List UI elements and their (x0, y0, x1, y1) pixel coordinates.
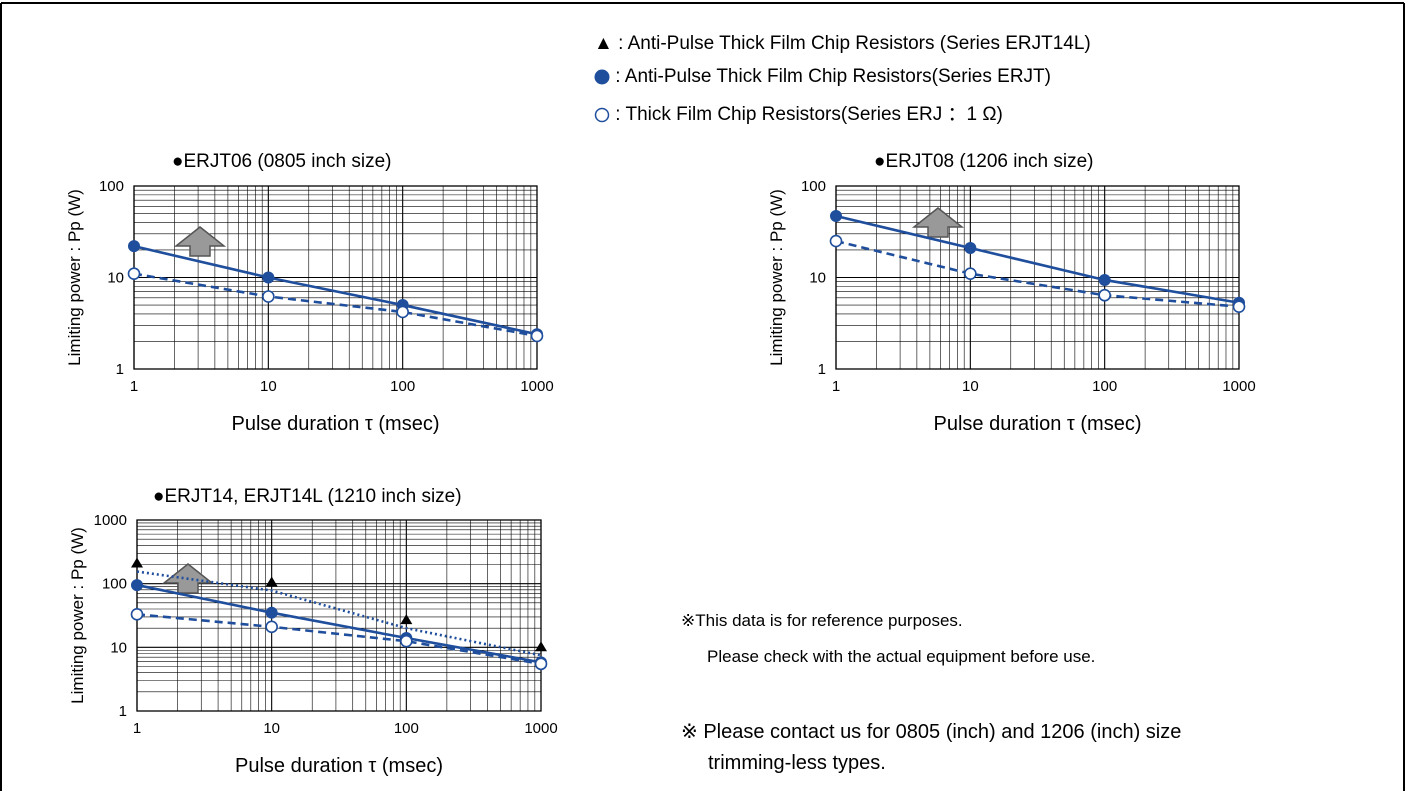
series-line-open_circle (835, 239, 1240, 308)
up-arrow-icon (911, 207, 965, 238)
y-axis-label: Limiting power : Pp (W) (767, 189, 786, 366)
x-tick-label: 1000 (520, 378, 553, 395)
chart-erjt08: ●ERJT08 (1206 inch size) 1 10 100 1000 1 10 100… (767, 151, 1256, 435)
filled-circle-marker (1098, 273, 1111, 286)
open-circle-icon (594, 107, 610, 123)
triangle-marker (535, 641, 547, 652)
y-axis-label: Limiting power : Pp (W) (68, 527, 87, 704)
contact-note-line2: trimming-less types. (708, 752, 886, 774)
y-tick-label: 10 (107, 270, 124, 287)
x-tick-label: 1 (133, 720, 141, 737)
y-axis-label: Limiting power : Pp (W) (65, 189, 84, 366)
filled-circle-marker (265, 606, 278, 619)
series-line-filled_circle (136, 583, 542, 664)
chart-title: ●ERJT06 (0805 inch size) (172, 151, 392, 172)
y-tick-label: 1 (818, 361, 826, 378)
open-circle-marker (829, 234, 843, 248)
open-circle-marker (1098, 288, 1111, 302)
open-circle-marker (130, 608, 144, 621)
plot-border (136, 519, 542, 712)
triangle-marker (265, 576, 278, 587)
series-line-triangle (136, 570, 542, 657)
triangle-marker (131, 557, 143, 568)
legend-filled-circle: : Anti-Pulse Thick Film Chip Resistors(S… (594, 66, 1051, 88)
series-line-filled_circle (835, 214, 1240, 305)
series-line-filled_circle (133, 244, 538, 336)
x-tick-label: 10 (260, 378, 277, 395)
chart-erjt06: ●ERJT06 (0805 inch size) 1 10 100 1000 1 10 100… (65, 151, 554, 435)
chart-erjt14: ●ERJT14, ERJT14L (1210 inch size) 1 10 100 1… (68, 486, 558, 777)
triangle-marker (400, 614, 413, 625)
open-circle-marker (530, 329, 544, 343)
chart-title: ●ERJT14, ERJT14L (1210 inch size) (153, 486, 462, 507)
y-tick-label: 10 (110, 639, 127, 656)
legend-open-circle: : Thick Film Chip Resistors(Series ERJ ：… (594, 99, 1003, 126)
plot-grid (136, 519, 542, 712)
filled-circle-marker (128, 240, 140, 253)
plot-grid (133, 185, 538, 370)
x-axis-label: Pulse duration τ (msec) (232, 413, 440, 435)
contact-note-line1: ※ Please contact us for 0805 (inch) and … (681, 721, 1182, 743)
x-tick-label: 1000 (1222, 378, 1255, 395)
filled-circle-marker (830, 210, 842, 223)
open-circle-marker (400, 634, 413, 648)
open-circle-marker (534, 657, 548, 671)
y-tick-label: 1 (119, 703, 127, 720)
plot-border (835, 185, 1240, 370)
open-circle-marker (396, 305, 409, 319)
up-arrow-icon (173, 226, 227, 257)
series-line-open_circle (136, 613, 542, 666)
y-tick-label: 1 (116, 361, 124, 378)
legend-open-circle-label: : Thick Film Chip Resistors(Series ERJ ：… (615, 104, 1003, 125)
y-tick-label: 100 (99, 178, 124, 195)
x-tick-label: 1 (130, 378, 138, 395)
chart-title: ●ERJT08 (1206 inch size) (874, 151, 1094, 172)
x-tick-label: 1 (832, 378, 840, 395)
filled-circle-marker (262, 271, 275, 284)
x-tick-label: 10 (962, 378, 979, 395)
series-line-open_circle (133, 272, 538, 338)
y-tick-label: 10 (809, 270, 826, 287)
x-tick-label: 1000 (524, 720, 557, 737)
y-tick-label: 100 (801, 178, 826, 195)
legend-triangle-label: ▲ : Anti-Pulse Thick Film Chip Resistors… (594, 33, 1091, 54)
x-tick-label: 10 (263, 720, 280, 737)
y-tick-label: 100 (102, 576, 127, 593)
open-circle-marker (265, 620, 278, 634)
y-tick-label: 1000 (94, 512, 127, 529)
reference-note-line1: ※This data is for reference purposes. (681, 611, 963, 630)
x-axis-label: Pulse duration τ (msec) (934, 413, 1142, 435)
open-circle-marker (127, 267, 141, 281)
filled-circle-marker (131, 579, 143, 592)
open-circle-marker (262, 290, 275, 303)
open-circle-marker (1232, 300, 1246, 313)
x-tick-label: 100 (390, 378, 415, 395)
legend-filled-circle-label: : Anti-Pulse Thick Film Chip Resistors(S… (615, 66, 1051, 87)
plot-grid (835, 185, 1240, 370)
reference-note-line2: Please check with the actual equipment b… (707, 647, 1096, 666)
filled-circle-marker (964, 242, 977, 255)
x-tick-label: 100 (1092, 378, 1117, 395)
filled-circle-icon (594, 69, 610, 85)
x-axis-label: Pulse duration τ (msec) (235, 755, 443, 777)
legend-triangle: ▲ : Anti-Pulse Thick Film Chip Resistors… (594, 33, 1091, 55)
open-circle-marker (964, 267, 977, 281)
x-tick-label: 100 (394, 720, 419, 737)
